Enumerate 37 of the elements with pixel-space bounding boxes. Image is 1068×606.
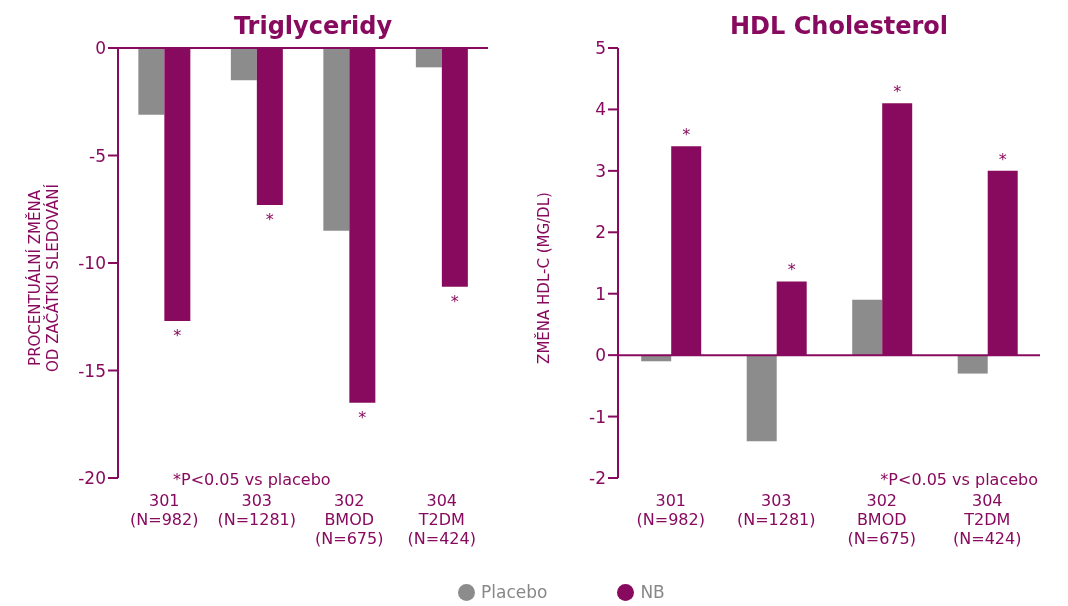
data-label: * — [682, 125, 691, 145]
annotation: *P<0.05 vs placebo — [173, 470, 331, 489]
x-tick-label: 301 (N=982) — [636, 491, 705, 529]
data-label: * — [450, 291, 459, 311]
y-tick-label: 4 — [595, 99, 606, 120]
y-tick-label: 5 — [595, 38, 606, 59]
y-tick-label: 0 — [595, 345, 606, 366]
y-tick-label: 2 — [595, 222, 606, 243]
legend-label: Placebo — [480, 582, 548, 602]
chart-title: HDL Cholesterol — [729, 12, 949, 40]
y-tick-label: 3 — [595, 160, 606, 181]
data-label: * — [893, 82, 902, 102]
y-axis-title: PROCENTUÁLNÍ ZMĚNA OD ZAČÁTKU SLEDOVÁNÍ — [26, 184, 62, 372]
y-tick-label: -15 — [78, 360, 106, 381]
y-tick-label: 0 — [95, 38, 106, 59]
x-tick-label: 302 BMOD (N=675) — [847, 491, 916, 548]
x-tick-label: 302 BMOD (N=675) — [315, 491, 384, 548]
y-tick-label: 1 — [595, 283, 606, 304]
x-tick-label: 301 (N=982) — [130, 491, 199, 529]
y-tick-label: -5 — [89, 145, 106, 166]
annotation: *P<0.05 vs placebo — [880, 470, 1038, 489]
x-tick-label: 303 (N=1281) — [736, 491, 816, 529]
data-label: * — [998, 149, 1007, 169]
x-tick-label: 303 (N=1281) — [217, 491, 297, 529]
data-label: * — [173, 326, 182, 346]
data-label: * — [265, 209, 274, 229]
legend-label: NB — [639, 582, 665, 602]
chart-title: Triglyceridy — [232, 12, 394, 40]
y-axis-title: ZMĚNA HDL-C (MG/DL) — [535, 192, 553, 364]
y-tick-label: -2 — [589, 468, 606, 489]
data-label: * — [787, 260, 796, 280]
data-label: * — [358, 407, 367, 427]
y-tick-label: -1 — [589, 406, 606, 427]
x-tick-label: 304 T2DM (N=424) — [953, 491, 1022, 548]
x-tick-label: 304 T2DM (N=424) — [407, 491, 476, 548]
y-tick-label: -20 — [78, 468, 106, 489]
y-tick-label: -10 — [78, 253, 106, 274]
